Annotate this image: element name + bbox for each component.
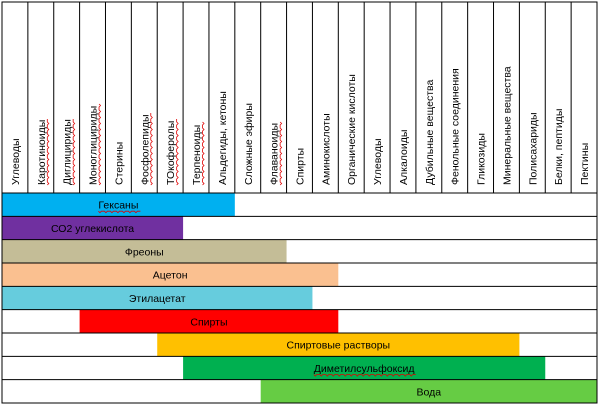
column-header-label: Органические кислоты — [346, 74, 358, 185]
spellcheck-underline — [46, 119, 50, 186]
column-header-18: Гликозиды — [476, 133, 488, 185]
column-header-14: Углеводы — [372, 138, 384, 185]
solvent-bars — [2, 193, 597, 403]
column-header-label: ТОкоферолы — [165, 121, 177, 185]
column-header-2: Диглицириды — [62, 119, 76, 186]
column-header-15: Алкалоиды — [398, 130, 410, 185]
solvent-bar-6 — [157, 333, 520, 357]
column-header-19: Минеральные вещества — [501, 66, 513, 185]
solvent-bar-1 — [2, 216, 184, 240]
solvent-label-4: Этилацетат — [129, 293, 186, 305]
column-header-0: Углеводы — [10, 138, 22, 185]
column-header-17: Фенольные соединения — [450, 68, 462, 185]
column-header-label: Пектины — [579, 143, 591, 185]
solvent-label-1: СО2 углекислота — [51, 223, 134, 235]
solvent-label-3: Ацетон — [153, 270, 188, 282]
column-header-21: Белки, пептиды — [553, 109, 565, 185]
column-header-16: Дубильные вещества — [424, 80, 436, 185]
column-header-20: Полисахариды — [527, 112, 539, 185]
spellcheck-underline — [176, 119, 179, 186]
column-header-label: Терпеноиды — [191, 125, 203, 185]
solvent-bar-5 — [79, 309, 339, 333]
column-header-label: Аминокислоты — [320, 113, 332, 185]
column-header-label: Полисахариды — [527, 112, 539, 185]
column-header-12: Аминокислоты — [320, 113, 332, 185]
spellcheck-underline — [98, 103, 102, 186]
column-header-3: Моноглицириды — [88, 103, 102, 186]
spellcheck-underline — [98, 210, 141, 214]
solvent-bar-4 — [2, 286, 313, 310]
column-header-6: ТОкоферолы — [165, 119, 179, 186]
column-header-10: Флаваноиды — [269, 121, 283, 186]
column-header-label: Фенольные соединения — [450, 68, 462, 185]
column-header-label: Дубильные вещества — [424, 80, 436, 185]
column-header-label: Гликозиды — [476, 133, 488, 185]
column-header-11: Спирты — [295, 148, 307, 185]
column-header-22: Пектины — [579, 143, 591, 185]
solvent-labels: Гексаны СО2 углекислота Фреоны Ацетон Этилац… — [51, 200, 441, 399]
spellcheck-underline — [313, 374, 416, 377]
spellcheck-underline — [202, 121, 205, 186]
spellcheck-underline — [72, 119, 76, 186]
column-header-label: Стерины — [113, 142, 125, 185]
solvent-label-7: Диметилсульфоксид — [314, 363, 415, 375]
column-header-8: Альдегиды, кетоны — [217, 91, 229, 185]
column-header-1: Каротиноиды — [36, 119, 50, 186]
column-header-7: Терпеноиды — [191, 121, 205, 186]
spellcheck-underline — [279, 121, 283, 186]
column-header-13: Органические кислоты — [346, 74, 358, 185]
solvent-bar-0 — [2, 193, 235, 217]
column-header-5: Фосфолепиды — [139, 113, 153, 186]
column-header-label: Моноглицириды — [88, 106, 100, 185]
column-header-4: Стерины — [113, 142, 125, 185]
column-header-label: Диглицириды — [62, 119, 74, 185]
column-header-label: Белки, пептиды — [553, 109, 565, 185]
spellcheck-underline — [150, 113, 153, 186]
solvent-label-8: Вода — [417, 386, 442, 398]
column-header-label: Углеводы — [10, 138, 22, 185]
column-header-label: Каротиноиды — [36, 120, 48, 185]
column-header-label: Сложные эфиры — [243, 103, 255, 185]
solvent-bar-3 — [2, 263, 339, 287]
column-header-label: Алкалоиды — [398, 130, 410, 185]
solvent-bar-2 — [2, 239, 287, 263]
solvent-label-5: Спирты — [190, 316, 227, 328]
column-header-label: Спирты — [295, 148, 307, 185]
column-header-label: Углеводы — [372, 138, 384, 185]
solvent-bar-7 — [183, 356, 546, 380]
column-headers: Углеводы Каротиноиды Диглицириды Моноглицир… — [10, 66, 591, 186]
solvent-bar-8 — [260, 379, 597, 403]
column-header-label: Минеральные вещества — [501, 66, 513, 185]
column-header-label: Альдегиды, кетоны — [217, 91, 229, 185]
solvent-label-2: Фреоны — [125, 246, 164, 258]
solvent-label-0: Гексаны — [98, 200, 138, 212]
column-header-label: Флаваноиды — [269, 123, 281, 185]
solvent-label-6: Спиртовые растворы — [287, 340, 391, 352]
column-header-9: Сложные эфиры — [243, 103, 255, 185]
column-header-label: Фосфолепиды — [139, 114, 151, 185]
